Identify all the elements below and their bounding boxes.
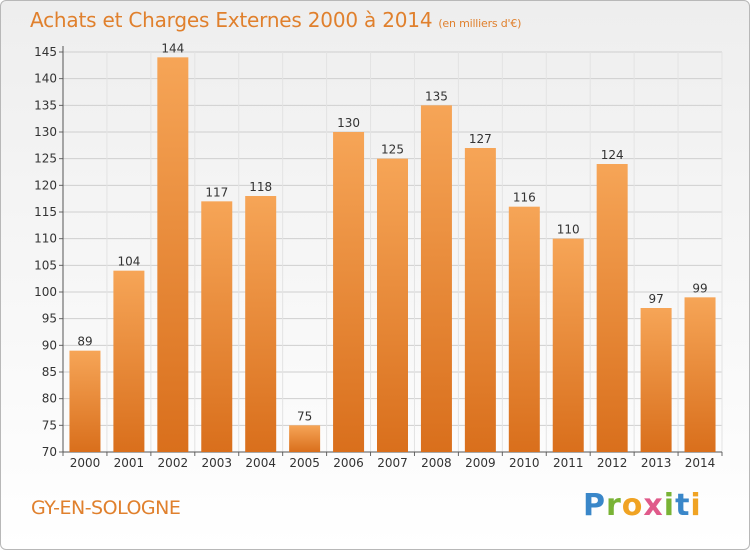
y-tick-label: 140 [34, 72, 57, 86]
bar [113, 270, 145, 452]
bar [289, 425, 321, 452]
bar [201, 201, 233, 452]
bar-value-label: 130 [337, 116, 360, 130]
y-tick-label: 75 [42, 418, 57, 432]
y-tick-label: 105 [34, 258, 57, 272]
x-tick-label: 2005 [289, 456, 320, 470]
bar [640, 308, 672, 452]
y-tick-label: 95 [42, 312, 57, 326]
x-tick-label: 2011 [553, 456, 584, 470]
bar [508, 206, 540, 452]
y-tick-label: 115 [34, 205, 57, 219]
logo-letter: t [675, 488, 691, 523]
chart-title-text: Achats et Charges Externes 2000 à 2014 [30, 8, 433, 32]
bar-value-label: 135 [425, 89, 448, 103]
y-tick-label: 130 [34, 125, 57, 139]
x-tick-label: 2000 [70, 456, 101, 470]
x-tick-label: 2009 [465, 456, 496, 470]
bar [69, 350, 101, 452]
bar-value-label: 118 [249, 180, 272, 194]
bar [552, 238, 584, 452]
bar [596, 164, 628, 452]
logo-letter: i [663, 488, 676, 523]
bar [333, 132, 365, 452]
y-tick-label: 110 [34, 232, 57, 246]
x-tick-label: 2004 [245, 456, 276, 470]
bar-value-label: 127 [469, 132, 492, 146]
x-tick-label: 2008 [421, 456, 452, 470]
y-tick-label: 70 [42, 445, 57, 459]
y-tick-label: 90 [42, 338, 57, 352]
x-tick-labels: 2000 2001 2002 2003 2004 2005 2006 2007 2008 2009… [70, 456, 716, 470]
bar-value-label: 144 [161, 41, 184, 55]
bar-value-label: 110 [557, 223, 580, 237]
y-tick-label: 125 [34, 152, 57, 166]
logo-letter: i [690, 488, 702, 523]
x-tick-label: 2012 [597, 456, 628, 470]
proxiti-logo: Proxiti [583, 488, 702, 523]
bar [377, 158, 408, 452]
x-tick-label: 2006 [333, 456, 364, 470]
bar [245, 196, 277, 452]
chart-title: Achats et Charges Externes 2000 à 2014 (e… [30, 8, 521, 32]
logo-letter: o [621, 488, 644, 523]
bar-value-label: 99 [692, 281, 707, 295]
bar [420, 105, 452, 452]
x-tick-label: 2014 [685, 456, 716, 470]
x-tick-label: 2003 [201, 456, 232, 470]
x-tick-label: 2002 [158, 456, 189, 470]
bars [69, 57, 716, 452]
y-tick-label: 100 [34, 285, 57, 299]
y-tick-label: 120 [34, 178, 57, 192]
x-tick-label: 2001 [114, 456, 145, 470]
location-name: GY-EN-SOLOGNE [31, 497, 181, 519]
bar-labels: 89 104 144 117 118 75 130 125 135 127 116 110 124 97 9… [77, 41, 707, 423]
y-tick-labels: 70 75 80 85 90 95 100 105 110 115 120 125 130 135 140 1… [34, 45, 57, 459]
y-tick-label: 85 [42, 365, 57, 379]
y-tick-label: 135 [34, 98, 57, 112]
logo-letter: r [606, 488, 622, 523]
y-tick-label: 80 [42, 392, 57, 406]
bar-value-label: 116 [513, 191, 536, 205]
logo-letter: x [643, 488, 664, 523]
bar [157, 57, 189, 452]
bar-value-label: 89 [77, 335, 92, 349]
bar [684, 297, 716, 452]
bar [464, 148, 496, 452]
bar-value-label: 125 [381, 143, 404, 157]
bar-value-label: 97 [648, 292, 663, 306]
bar-value-label: 117 [205, 185, 228, 199]
bar-value-label: 75 [297, 409, 312, 423]
x-tick-label: 2010 [509, 456, 540, 470]
chart-subtitle: (en milliers d'€) [438, 17, 522, 30]
bar-value-label: 124 [601, 148, 624, 162]
y-tick-label: 145 [34, 45, 57, 59]
x-tick-label: 2013 [641, 456, 672, 470]
logo-letter: P [583, 488, 606, 523]
x-tick-label: 2007 [377, 456, 408, 470]
bar-value-label: 104 [117, 255, 140, 269]
